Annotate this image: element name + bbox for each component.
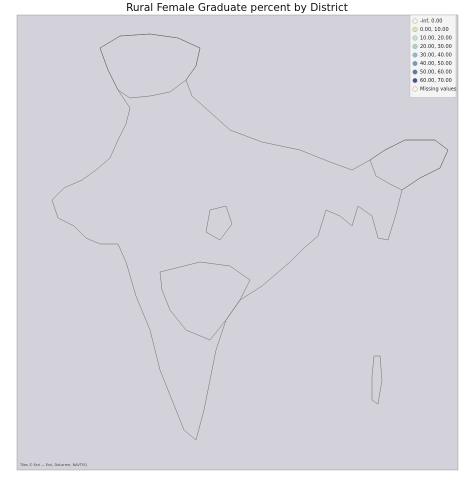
map-title: Rural Female Graduate percent by Distric… [126,2,348,14]
legend: -inf, 0.00 0.00, 10.00 10.00, 20.00 20.00, … [409,14,457,98]
legend-label: 60.00, 70.00 [420,78,452,84]
legend-swatch [412,35,418,41]
legend-box [409,14,457,98]
legend-label: 20.00, 30.00 [420,44,452,50]
legend-swatch [412,61,418,67]
legend-swatch [412,86,418,92]
legend-label: -inf, 0.00 [420,19,442,25]
legend-swatch [412,27,418,33]
legend-swatch [412,77,418,83]
attribution: Tiles © Esri — Esri, DeLorme, NAVTEQ [19,463,87,467]
missing-region-north [99,33,201,99]
legend-label: 10.00, 20.00 [420,36,452,42]
india-mainland [51,33,449,441]
missing-region-islands [371,355,383,405]
legend-label: 40.00, 50.00 [420,61,452,67]
map-background [16,14,459,471]
missing-region-east [205,205,233,241]
map-land [51,33,449,441]
legend-swatch [412,44,418,50]
missing-region-northeast [369,139,449,191]
legend-label: 30.00, 40.00 [420,53,452,59]
legend-swatch [412,69,418,75]
legend-label: Missing values [420,87,457,93]
legend-swatch [412,52,418,58]
legend-label: 0.00, 10.00 [420,27,449,33]
missing-region-central [159,261,251,341]
legend-label: 50.00, 60.00 [420,70,452,76]
legend-swatch [412,18,418,24]
